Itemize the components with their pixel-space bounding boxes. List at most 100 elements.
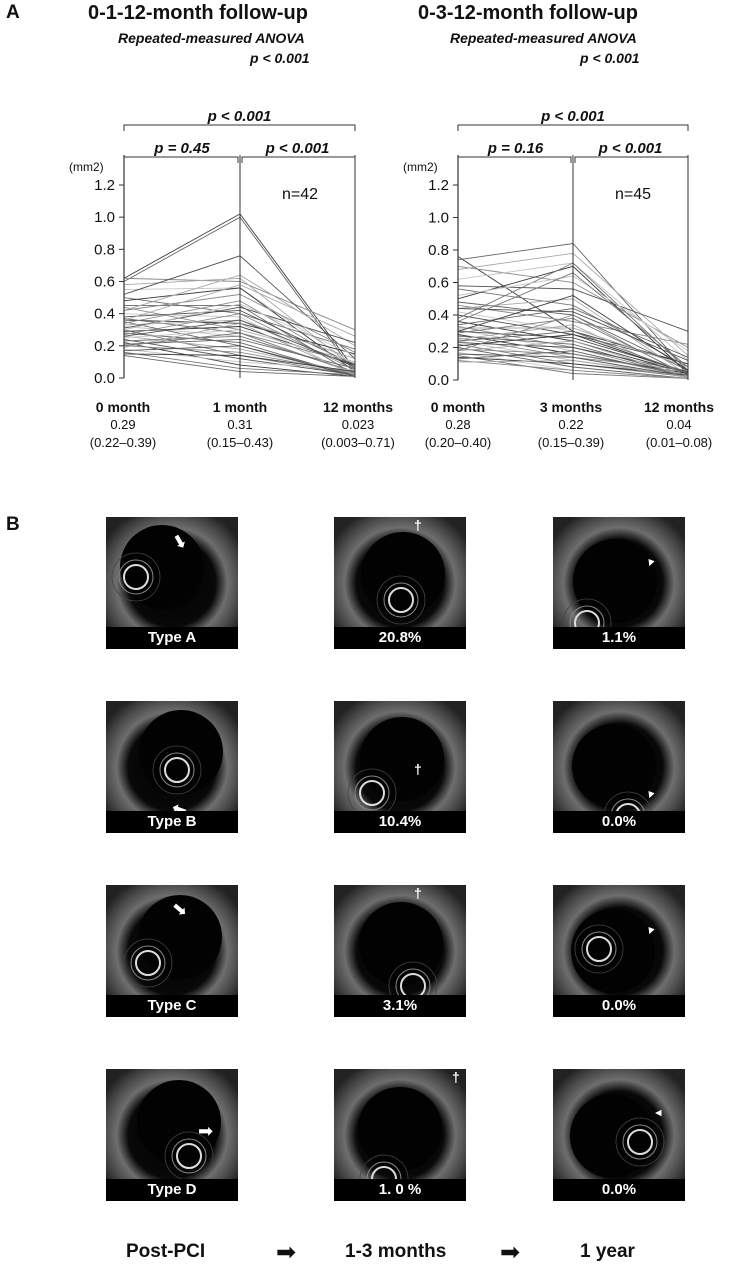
oct-lumen: [573, 539, 657, 623]
oct-catheter-ring: [171, 1138, 207, 1174]
oct-catheter-ring: [130, 945, 166, 981]
oct-lumen: [572, 724, 656, 808]
chart1-tp-0: 0 month 0.29 (0.22–0.39): [68, 398, 178, 452]
chart2-plot: 0.0 0.2 0.4 0.6 0.8 1.0 1.2 (mm2) n=45 p = 0.16 p …: [403, 108, 689, 389]
panel-a-letter: A: [6, 2, 20, 23]
oct-type-label: Type C: [106, 995, 238, 1017]
dagger-icon: †: [414, 517, 422, 533]
oct-catheter: [627, 1129, 653, 1155]
chart2-y-tick-label: 0.4: [428, 307, 449, 324]
arrow-icon: ➡: [198, 1121, 214, 1141]
oct-image: † 3.1%: [334, 885, 466, 1017]
chart1-y-tick-label: 1.0: [94, 209, 115, 226]
oct-image: † 1. 0 %: [334, 1069, 466, 1201]
chart1-tp-1-median: 0.31: [227, 417, 253, 432]
chart2-tp-1-median: 0.22: [558, 417, 584, 432]
column-label-post-pci: Post-PCI: [126, 1241, 206, 1262]
oct-lumen: [120, 525, 204, 609]
chart1-y-tick-label: 0.4: [94, 306, 115, 323]
oct-catheter-halo: [152, 745, 202, 795]
chart2-tp-2-median: 0.04: [666, 417, 692, 432]
oct-type-label: Type B: [106, 811, 238, 833]
oct-catheter-halo: [123, 938, 173, 988]
oct-image: † 10.4%: [334, 701, 466, 833]
oct-image: ▲ 0.0%: [553, 701, 685, 833]
chart1-tp-0-name: 0 month: [95, 399, 151, 415]
oct-catheter-ring: [354, 775, 390, 811]
chart1-subtitle: Repeated-measured ANOVA: [118, 30, 305, 46]
chart2-tp-0: 0 month 0.28 (0.20–0.40): [403, 398, 513, 452]
arrow-right-icon: ➡: [500, 1239, 521, 1266]
chart1-tp-2-iqr: (0.003–0.71): [321, 435, 395, 450]
chart2-tp-1-iqr: (0.15–0.39): [537, 435, 605, 450]
chart1-tp-1-name: 1 month: [212, 399, 268, 415]
chart2-y-tick-label: 0.0: [428, 372, 449, 389]
oct-catheter-ring: [581, 931, 617, 967]
oct-image: ➡ Type B: [106, 701, 238, 833]
chart1-tp-0-median: 0.29: [110, 417, 136, 432]
chart1-plot: 0.0 0.2 0.4 0.6 0.8 1.0 1.2 (mm2) n=42 p = 0.45 p …: [69, 108, 356, 387]
chart1-tp-2-name: 12 months: [322, 399, 393, 415]
oct-lumen: [358, 1087, 442, 1171]
oct-image: ➡ Type A: [106, 517, 238, 649]
chart1-y-unit: (mm2): [69, 160, 104, 174]
chart1-y-tick-label: 0.0: [94, 370, 115, 387]
chart1-title: 0-1-12-month follow-up: [88, 2, 308, 24]
chart1-y-tick-label: 1.2: [94, 177, 115, 194]
oct-image: ▲ 0.0%: [553, 1069, 685, 1201]
chart2-tp-0-name: 0 month: [430, 399, 486, 415]
oct-percent-label: 1.1%: [553, 627, 685, 649]
chart1-tp-1: 1 month 0.31 (0.15–0.43): [185, 398, 295, 452]
oct-catheter-ring: [118, 559, 154, 595]
oct-catheter: [388, 587, 414, 613]
chart2-tp-0-median: 0.28: [445, 417, 471, 432]
chart2-bracket-first: [457, 156, 572, 163]
oct-image: † 20.8%: [334, 517, 466, 649]
panel-b-letter: B: [6, 514, 20, 535]
oct-catheter-halo: [615, 1117, 665, 1167]
chart2-anova-p: p < 0.001: [580, 50, 640, 66]
oct-percent-label: 10.4%: [334, 811, 466, 833]
chart2-tp-2-iqr: (0.01–0.08): [645, 435, 713, 450]
oct-percent-label: 0.0%: [553, 1179, 685, 1201]
oct-catheter: [176, 1143, 202, 1169]
oct-percent-label: 20.8%: [334, 627, 466, 649]
chart1-tp-0-iqr: (0.22–0.39): [89, 435, 157, 450]
chart2-tp-2: 12 months 0.04 (0.01–0.08): [625, 398, 733, 452]
oct-lumen: [571, 909, 655, 993]
chart2-y-unit: (mm2): [403, 160, 438, 174]
oct-catheter: [135, 950, 161, 976]
oct-catheter-halo: [111, 552, 161, 602]
chart1-bracket-first: [123, 156, 239, 163]
arrowhead-icon: ▲: [652, 1107, 665, 1119]
chart2-p-first: p = 0.16: [487, 140, 544, 157]
chart2-p-overall: p < 0.001: [540, 108, 605, 125]
oct-catheter-ring: [159, 752, 195, 788]
oct-lumen: [361, 532, 445, 616]
chart2-y-tick-label: 0.6: [428, 275, 449, 292]
oct-percent-label: 1. 0 %: [334, 1179, 466, 1201]
chart1-bracket-second: [241, 156, 356, 163]
oct-percent-label: 0.0%: [553, 811, 685, 833]
oct-catheter: [123, 564, 149, 590]
oct-lumen: [570, 1094, 654, 1178]
chart2-n-label: n=45: [615, 186, 651, 203]
oct-catheter-halo: [376, 575, 426, 625]
chart2-tp-1: 3 months 0.22 (0.15–0.39): [516, 398, 626, 452]
chart2-p-second: p < 0.001: [598, 140, 663, 157]
chart1-tp-1-iqr: (0.15–0.43): [206, 435, 274, 450]
chart2-y-tick-label: 1.2: [428, 177, 449, 194]
chart1-y-tick-label: 0.8: [94, 241, 115, 258]
oct-percent-label: 0.0%: [553, 995, 685, 1017]
chart1-p-overall: p < 0.001: [207, 108, 272, 125]
oct-type-label: Type A: [106, 627, 238, 649]
column-label-1-year: 1 year: [580, 1241, 635, 1262]
oct-catheter: [164, 757, 190, 783]
oct-catheter-ring: [622, 1124, 658, 1160]
chart1-y-tick-label: 0.2: [94, 338, 115, 355]
oct-lumen: [360, 717, 444, 801]
oct-lumen: [359, 902, 443, 986]
chart1-bracket-overall: [123, 124, 356, 131]
chart1-anova-p: p < 0.001: [250, 50, 310, 66]
chart2-y-tick-label: 1.0: [428, 210, 449, 227]
